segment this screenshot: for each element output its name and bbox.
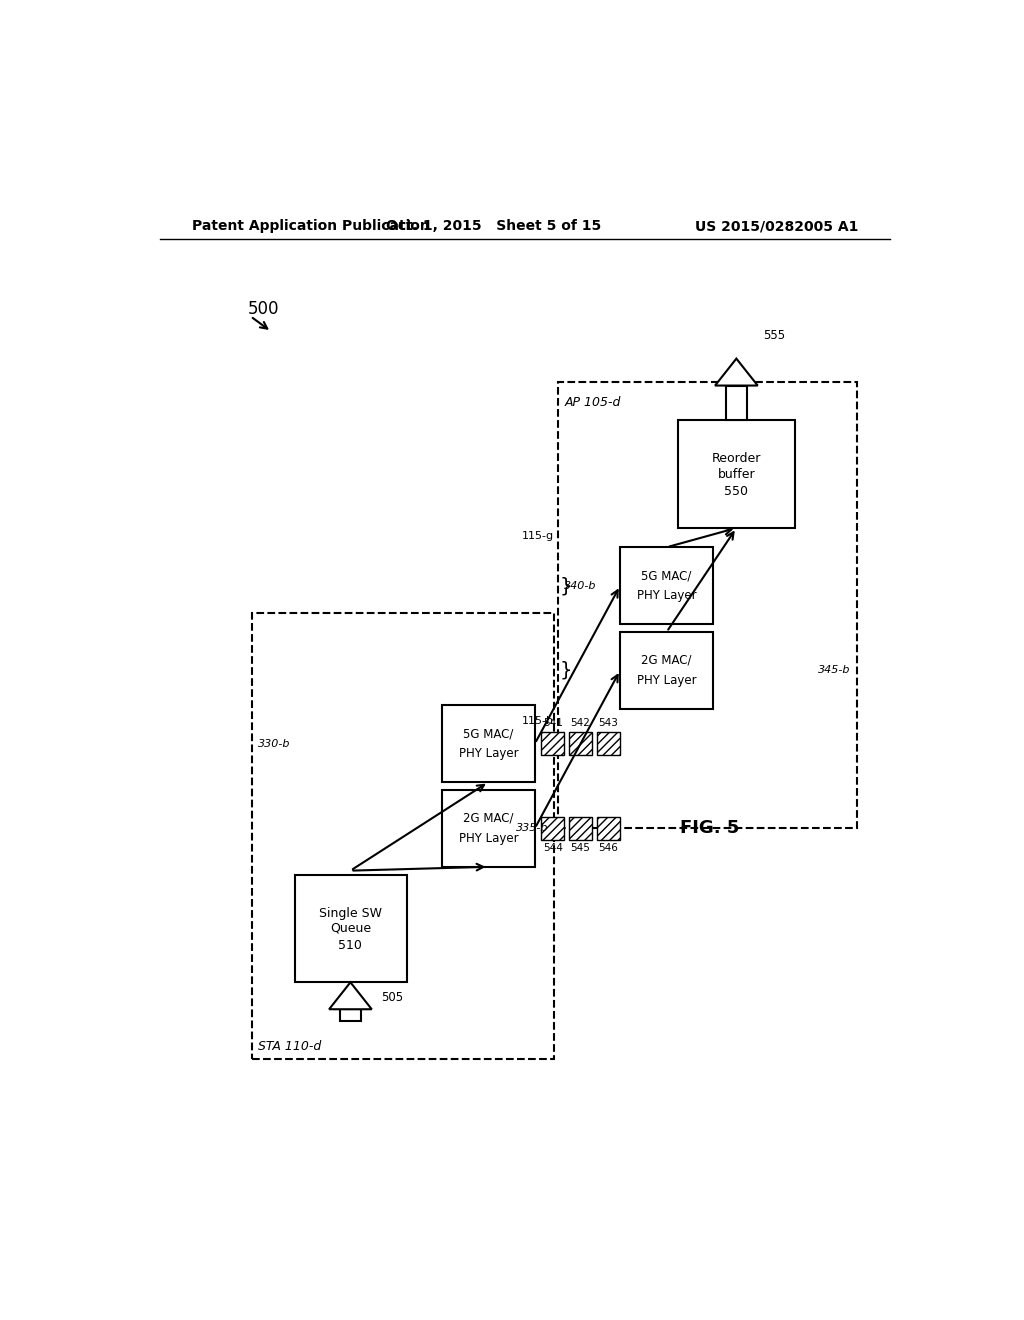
Text: Patent Application Publication: Patent Application Publication [191, 219, 429, 234]
Text: Oct. 1, 2015   Sheet 5 of 15: Oct. 1, 2015 Sheet 5 of 15 [386, 219, 601, 234]
Text: 543: 543 [599, 718, 618, 727]
Bar [252, 612, 554, 1059]
Text: 115-g: 115-g [522, 531, 554, 541]
Text: }: } [560, 577, 572, 595]
Bar [569, 733, 592, 755]
Text: buffer: buffer [718, 467, 755, 480]
Polygon shape [715, 359, 758, 385]
Text: 555: 555 [764, 329, 785, 342]
Bar [726, 385, 748, 420]
Text: PHY Layer: PHY Layer [637, 589, 696, 602]
Text: 510: 510 [339, 939, 362, 952]
Text: PHY Layer: PHY Layer [459, 747, 518, 760]
Bar [569, 817, 592, 840]
Text: Queue: Queue [330, 921, 371, 935]
Text: FIG. 5: FIG. 5 [680, 820, 739, 837]
Bar [597, 733, 621, 755]
Bar [442, 705, 535, 781]
Text: STA 110-d: STA 110-d [258, 1040, 322, 1053]
Text: 500: 500 [248, 300, 280, 318]
Bar [597, 817, 621, 840]
Bar [678, 420, 795, 528]
Bar [541, 817, 564, 840]
Text: 5G MAC/: 5G MAC/ [641, 569, 692, 582]
Text: 505: 505 [381, 991, 403, 1005]
Text: 115-h: 115-h [522, 715, 554, 726]
Text: 544: 544 [543, 842, 562, 853]
Bar [621, 548, 713, 624]
Text: Reorder: Reorder [712, 453, 761, 465]
Text: 335-b: 335-b [515, 824, 548, 833]
Bar [541, 733, 564, 755]
Text: 340-b: 340-b [564, 581, 597, 591]
Text: 545: 545 [570, 842, 591, 853]
Bar [295, 875, 407, 982]
Text: 542: 542 [570, 718, 591, 727]
Text: 330-b: 330-b [258, 739, 291, 748]
Text: Single SW: Single SW [318, 907, 382, 920]
Text: }: } [560, 661, 572, 680]
Bar [621, 632, 713, 709]
Bar [340, 1010, 361, 1020]
Bar [558, 381, 856, 829]
Text: 5G MAC/: 5G MAC/ [463, 727, 514, 741]
Text: 546: 546 [599, 842, 618, 853]
Text: 2G MAC/: 2G MAC/ [463, 812, 514, 825]
Text: PHY Layer: PHY Layer [637, 675, 696, 686]
Text: AP 105-d: AP 105-d [564, 396, 621, 409]
Polygon shape [329, 982, 372, 1010]
Bar [442, 789, 535, 867]
Text: 2G MAC/: 2G MAC/ [641, 653, 692, 667]
Text: 541: 541 [543, 718, 562, 727]
Text: PHY Layer: PHY Layer [459, 832, 518, 845]
Text: 550: 550 [724, 484, 749, 498]
Text: US 2015/0282005 A1: US 2015/0282005 A1 [694, 219, 858, 234]
Text: 345-b: 345-b [818, 665, 850, 676]
